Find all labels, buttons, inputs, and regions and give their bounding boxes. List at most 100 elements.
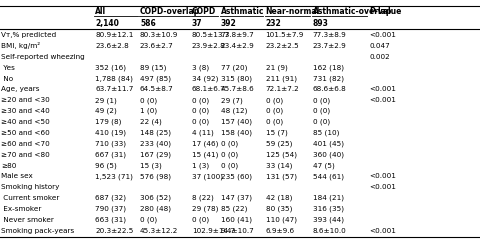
Text: 0.002: 0.002 xyxy=(369,54,389,60)
Text: <0.001: <0.001 xyxy=(369,32,396,38)
Text: Self-reported wheezing: Self-reported wheezing xyxy=(1,54,85,60)
Text: 21 (9): 21 (9) xyxy=(265,64,287,71)
Text: 1,523 (71): 1,523 (71) xyxy=(95,173,133,180)
Text: 544 (61): 544 (61) xyxy=(312,173,343,180)
Text: 45.3±12.2: 45.3±12.2 xyxy=(140,228,178,234)
Text: 22 (4): 22 (4) xyxy=(140,119,161,125)
Text: 0.047: 0.047 xyxy=(369,43,389,49)
Text: 23.9±2.8: 23.9±2.8 xyxy=(192,43,225,49)
Text: 63.7±11.7: 63.7±11.7 xyxy=(95,86,133,92)
Text: 157 (40): 157 (40) xyxy=(220,119,251,125)
Text: 667 (31): 667 (31) xyxy=(95,152,126,158)
Text: 0 (0): 0 (0) xyxy=(220,152,238,158)
Text: 1 (3): 1 (3) xyxy=(192,162,209,169)
Text: 280 (48): 280 (48) xyxy=(140,206,170,212)
Text: BMI, kg/m²: BMI, kg/m² xyxy=(1,42,40,50)
Text: 80 (35): 80 (35) xyxy=(265,206,291,212)
Text: 48 (12): 48 (12) xyxy=(220,108,247,114)
Text: 790 (37): 790 (37) xyxy=(95,206,126,212)
Text: 77.8±9.7: 77.8±9.7 xyxy=(220,32,254,38)
Text: 0 (0): 0 (0) xyxy=(312,119,329,125)
Text: 80.9±12.1: 80.9±12.1 xyxy=(95,32,133,38)
Text: 101.5±7.9: 101.5±7.9 xyxy=(265,32,303,38)
Text: 29 (78): 29 (78) xyxy=(192,206,218,212)
Text: 0 (0): 0 (0) xyxy=(220,162,238,169)
Text: 68.6±6.8: 68.6±6.8 xyxy=(312,86,346,92)
Text: COPD-overlap: COPD-overlap xyxy=(140,7,200,16)
Text: Vᴛ,% predicted: Vᴛ,% predicted xyxy=(1,32,57,38)
Text: 47 (5): 47 (5) xyxy=(312,162,334,169)
Text: 160 (41): 160 (41) xyxy=(220,217,251,223)
Text: 29 (1): 29 (1) xyxy=(95,97,117,103)
Text: 0 (0): 0 (0) xyxy=(265,119,282,125)
Text: 4 (11): 4 (11) xyxy=(192,130,213,136)
Text: <0.001: <0.001 xyxy=(369,184,396,190)
Text: ≥80: ≥80 xyxy=(1,162,17,168)
Text: 393 (44): 393 (44) xyxy=(312,217,343,223)
Text: 96 (5): 96 (5) xyxy=(95,162,117,169)
Text: ≥70 and <80: ≥70 and <80 xyxy=(1,152,50,158)
Text: 64.5±8.7: 64.5±8.7 xyxy=(140,86,173,92)
Text: 401 (45): 401 (45) xyxy=(312,140,343,147)
Text: 42 (18): 42 (18) xyxy=(265,195,291,202)
Text: <0.001: <0.001 xyxy=(369,97,396,103)
Text: 360 (40): 360 (40) xyxy=(312,152,343,158)
Text: 23.4±2.9: 23.4±2.9 xyxy=(220,43,254,49)
Text: 77 (20): 77 (20) xyxy=(220,64,247,71)
Text: 125 (54): 125 (54) xyxy=(265,152,296,158)
Text: 23.6±2.7: 23.6±2.7 xyxy=(140,43,173,49)
Text: Smoking history: Smoking history xyxy=(1,184,60,190)
Text: 158 (40): 158 (40) xyxy=(220,130,251,136)
Text: 102.9±14.7: 102.9±14.7 xyxy=(192,228,234,234)
Text: 576 (98): 576 (98) xyxy=(140,173,170,180)
Text: 23.6±2.8: 23.6±2.8 xyxy=(95,43,129,49)
Text: 184 (21): 184 (21) xyxy=(312,195,343,202)
Text: 232: 232 xyxy=(265,18,281,28)
Text: All: All xyxy=(95,7,106,16)
Text: 8 (22): 8 (22) xyxy=(192,195,213,202)
Text: 29 (7): 29 (7) xyxy=(220,97,242,103)
Text: Age, years: Age, years xyxy=(1,86,40,92)
Text: ≥30 and <40: ≥30 and <40 xyxy=(1,108,50,114)
Text: Never smoker: Never smoker xyxy=(1,217,54,223)
Text: 148 (25): 148 (25) xyxy=(140,130,170,136)
Text: 586: 586 xyxy=(140,18,156,28)
Text: 179 (8): 179 (8) xyxy=(95,119,121,125)
Text: 0 (0): 0 (0) xyxy=(192,217,209,223)
Text: 392: 392 xyxy=(220,18,236,28)
Text: 893: 893 xyxy=(312,18,328,28)
Text: No: No xyxy=(1,76,13,82)
Text: 0 (0): 0 (0) xyxy=(140,97,157,103)
Text: 110 (47): 110 (47) xyxy=(265,217,296,223)
Text: 0 (0): 0 (0) xyxy=(192,97,209,103)
Text: <0.001: <0.001 xyxy=(369,174,396,180)
Text: 15 (7): 15 (7) xyxy=(265,130,287,136)
Text: 37: 37 xyxy=(192,18,202,28)
Text: 37 (100): 37 (100) xyxy=(192,173,222,180)
Text: 731 (82): 731 (82) xyxy=(312,75,343,82)
Text: 23.2±2.5: 23.2±2.5 xyxy=(265,43,299,49)
Text: Smoking pack-years: Smoking pack-years xyxy=(1,228,74,234)
Text: 235 (60): 235 (60) xyxy=(220,173,251,180)
Text: 131 (57): 131 (57) xyxy=(265,173,296,180)
Text: Male sex: Male sex xyxy=(1,174,33,180)
Text: 0 (0): 0 (0) xyxy=(265,97,282,103)
Text: Near-normal: Near-normal xyxy=(265,7,319,16)
Text: 2,140: 2,140 xyxy=(95,18,119,28)
Text: ≥20 and <30: ≥20 and <30 xyxy=(1,97,50,103)
Text: 80.3±10.9: 80.3±10.9 xyxy=(140,32,178,38)
Text: Ex-smoker: Ex-smoker xyxy=(1,206,42,212)
Text: 497 (85): 497 (85) xyxy=(140,75,170,82)
Text: COPD: COPD xyxy=(192,7,216,16)
Text: 0 (0): 0 (0) xyxy=(192,108,209,114)
Text: 147 (37): 147 (37) xyxy=(220,195,251,202)
Text: <0.001: <0.001 xyxy=(369,228,396,234)
Text: 0 (0): 0 (0) xyxy=(312,97,329,103)
Text: 352 (16): 352 (16) xyxy=(95,64,126,71)
Text: 0 (0): 0 (0) xyxy=(140,217,157,223)
Text: Asthmatic-overlap: Asthmatic-overlap xyxy=(312,7,391,16)
Text: ≥50 and <60: ≥50 and <60 xyxy=(1,130,50,136)
Text: P-value: P-value xyxy=(369,7,401,16)
Text: 6.9±9.6: 6.9±9.6 xyxy=(265,228,294,234)
Text: 85 (10): 85 (10) xyxy=(312,130,338,136)
